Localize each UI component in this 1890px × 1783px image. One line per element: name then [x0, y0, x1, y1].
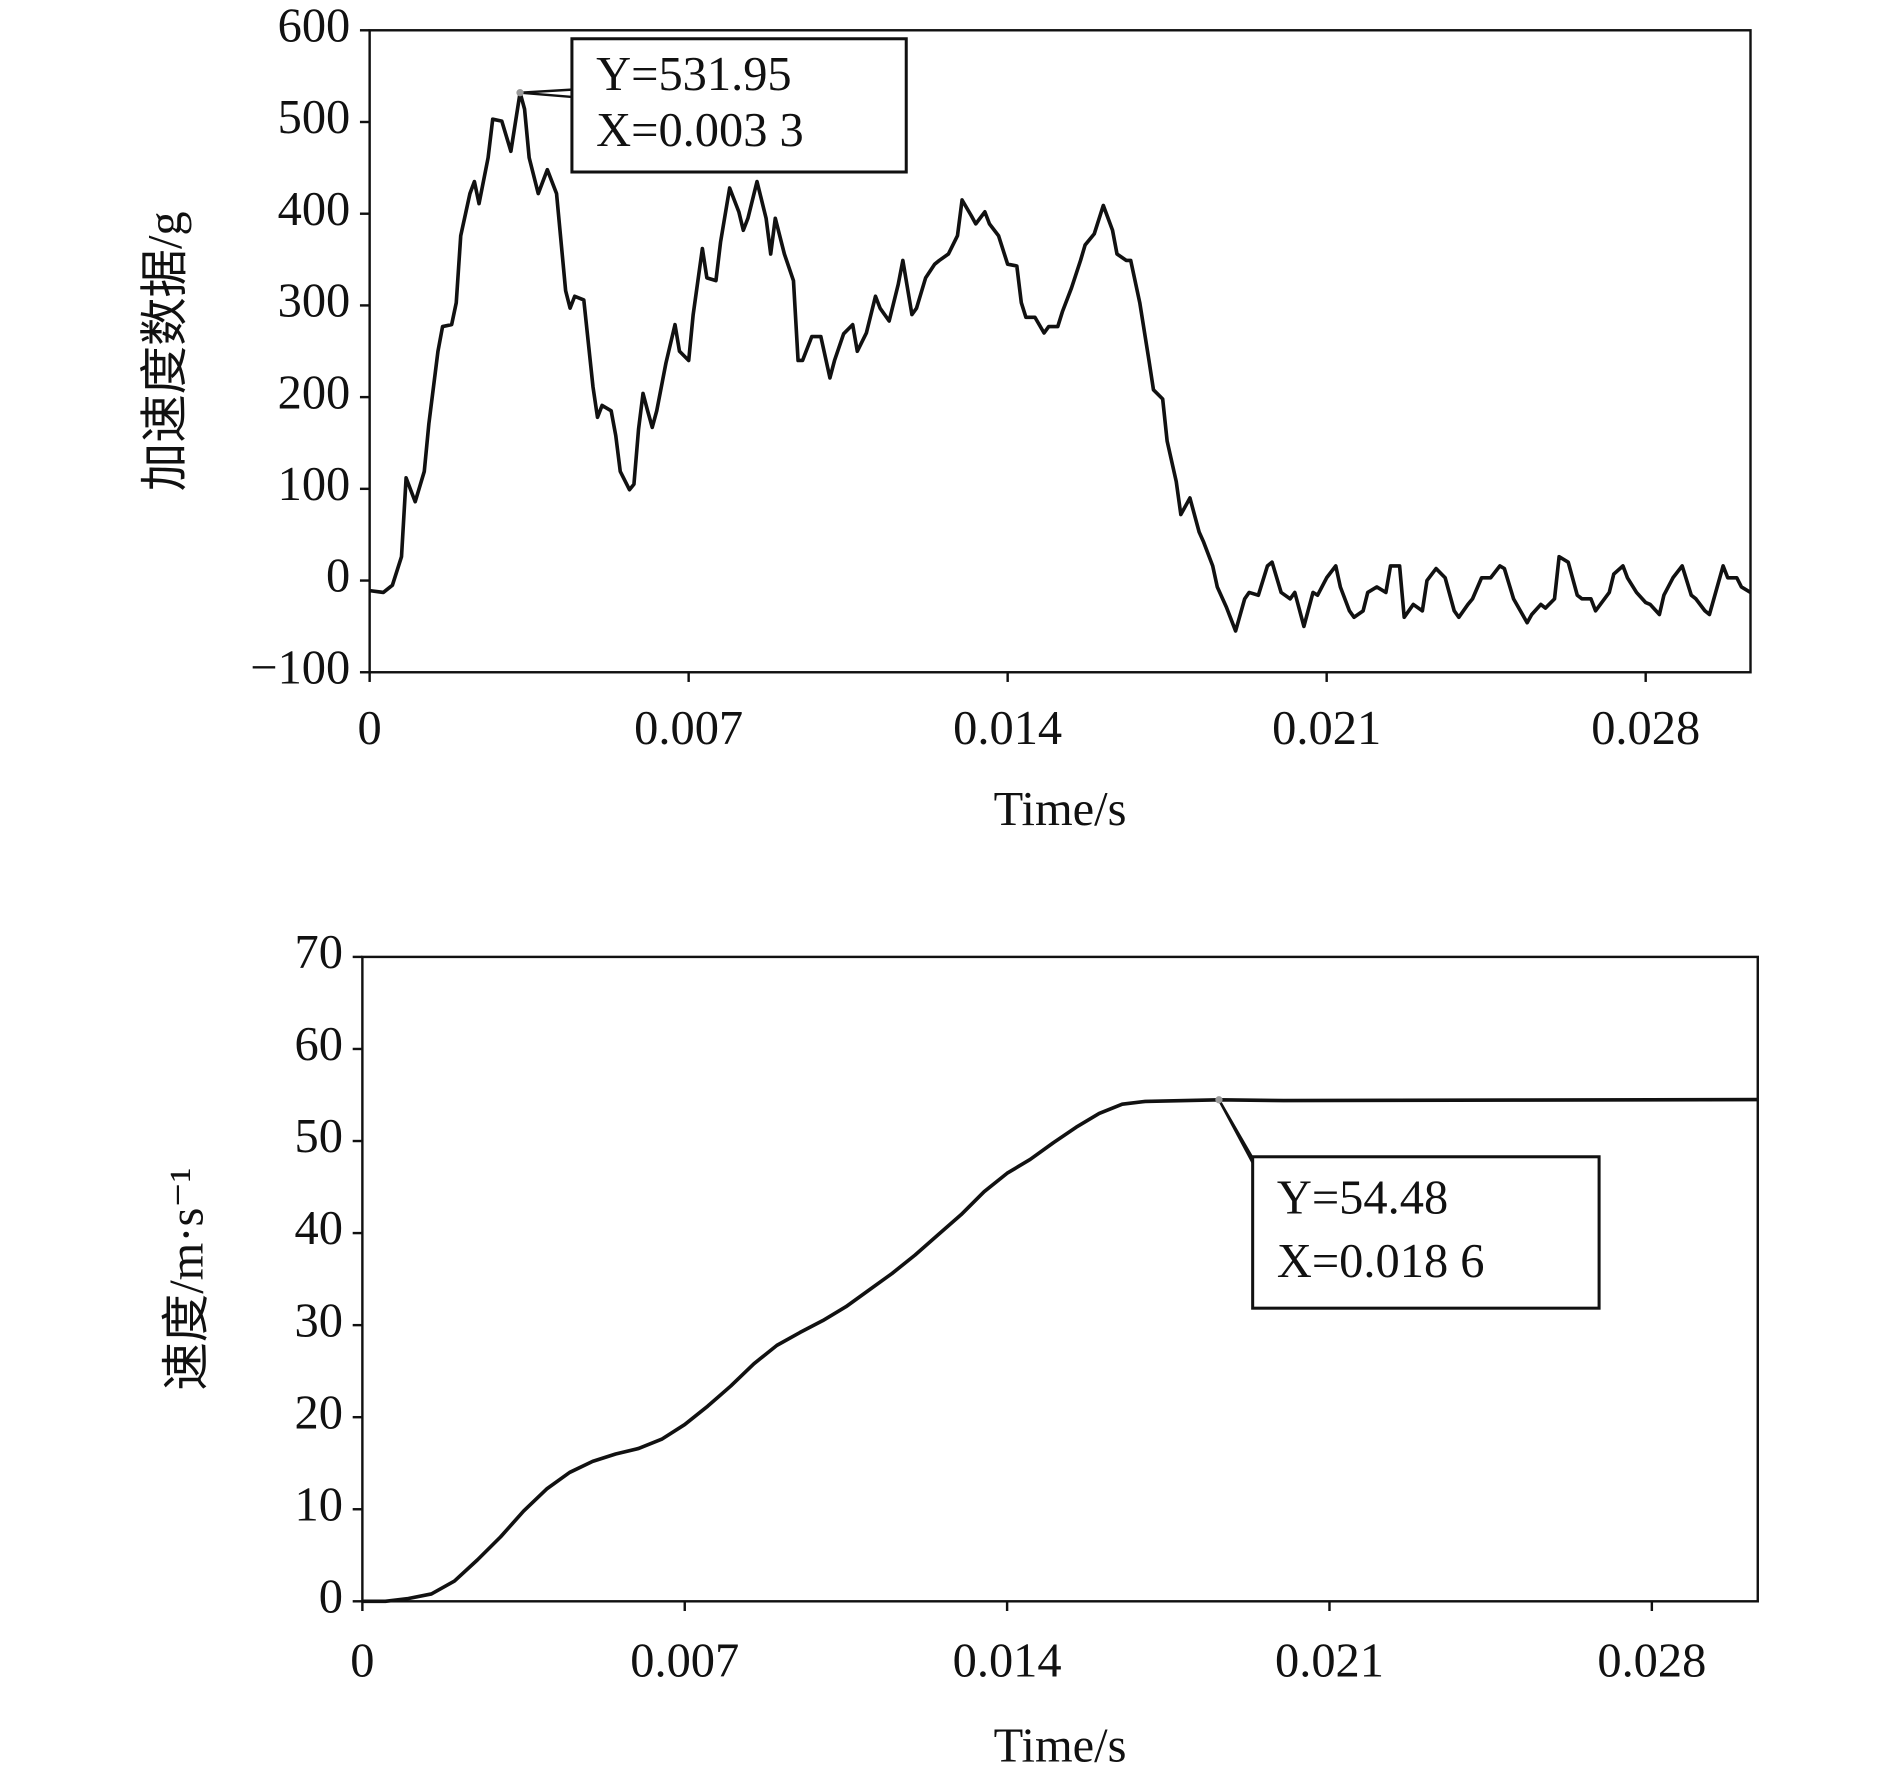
annotation: Y=54.48 X=0.018 6 [1215, 1096, 1601, 1310]
annotation-text: Y=531.95 [596, 48, 792, 101]
x-axis-title: Time/s [994, 1719, 1127, 1772]
x-tick-label: 0 [358, 702, 382, 755]
y-tick-label: 0 [319, 1570, 343, 1623]
data-line [362, 1097, 1758, 1604]
y-tick-label: 40 [295, 1202, 343, 1255]
x-tick-label: 0.007 [630, 1635, 739, 1688]
plot-frame [361, 955, 1759, 1603]
x-tick-label: 0.028 [1597, 1635, 1706, 1688]
annotation-box [1251, 1155, 1601, 1310]
annotation-leader [519, 88, 572, 94]
data-line [369, 90, 1752, 633]
y-tick-label: 50 [295, 1110, 343, 1163]
annotation-point [516, 89, 524, 97]
x-tick-label: 0.007 [634, 702, 743, 755]
y-tick-label: 300 [278, 275, 351, 328]
plot-frame [368, 29, 1752, 674]
y-tick-label: 70 [295, 926, 343, 979]
x-tick-label: 0.021 [1275, 1635, 1384, 1688]
y-tick-label: 20 [295, 1386, 343, 1439]
x-tick-label: 0.014 [953, 702, 1062, 755]
chart: 0 10 20 30 40 50 60 70 0 0.007 0.014 0.021 0.028 Time… [161, 926, 1759, 1772]
annotation-leader [1217, 1099, 1259, 1168]
y-tick-label: 30 [295, 1294, 343, 1347]
x-tick-label: 0.028 [1591, 702, 1700, 755]
annotation-text: X=0.018 6 [1277, 1235, 1485, 1288]
y-tick-label: 100 [278, 458, 351, 511]
annotation-point [1215, 1096, 1223, 1104]
y-axis-title: 速度/m·s⁻¹ [161, 1168, 214, 1391]
y-tick-label: 500 [278, 91, 351, 144]
y-tick-label: 600 [278, 0, 351, 52]
annotation-text: Y=54.48 [1277, 1171, 1448, 1224]
x-tick-label: 0.021 [1272, 702, 1381, 755]
x-tick-label: 0 [350, 1635, 374, 1688]
annotation-text: X=0.003 3 [596, 104, 804, 157]
y-axis-title: 加速度数据/g [139, 211, 192, 491]
annotation-box [570, 37, 908, 174]
x-tick-label: 0.014 [953, 1635, 1062, 1688]
y-tick-label: −100 [250, 641, 350, 694]
y-tick-label: 400 [278, 183, 351, 236]
y-tick-label: 200 [278, 366, 351, 419]
y-tick-label: 0 [326, 550, 350, 603]
y-tick-label: 60 [295, 1018, 343, 1071]
y-tick-label: 10 [295, 1478, 343, 1531]
x-axis-title: Time/s [994, 783, 1127, 836]
annotation: Y=531.95X=0.003 3 [516, 37, 908, 174]
